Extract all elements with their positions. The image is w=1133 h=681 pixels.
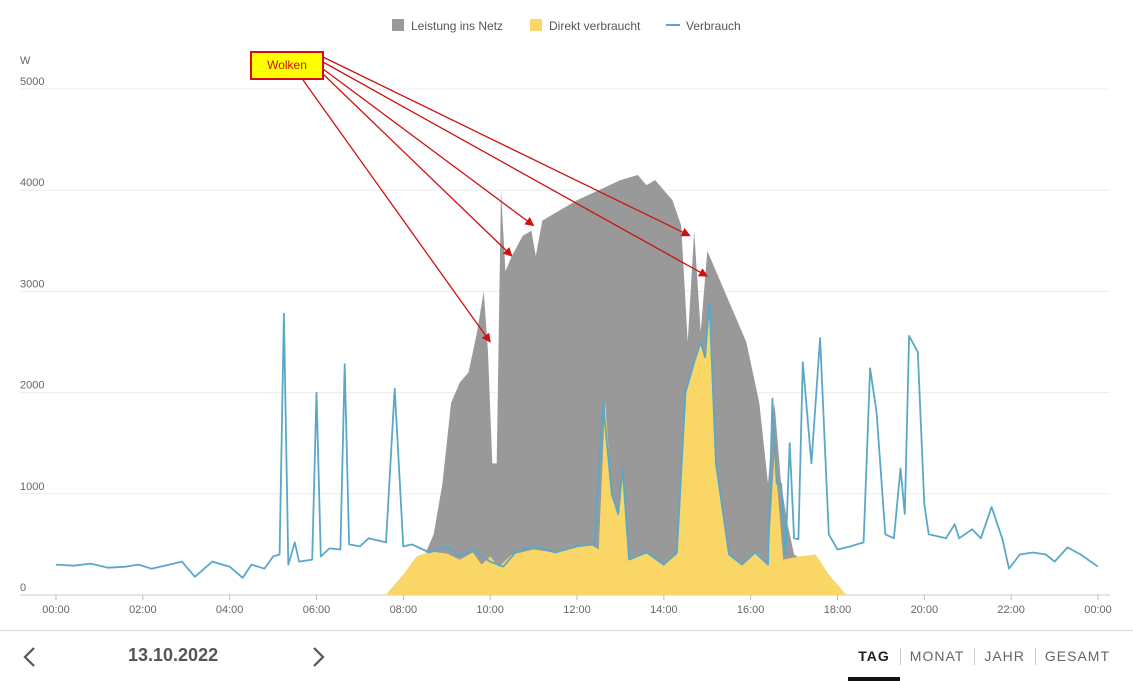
y-tick-label: 0 bbox=[20, 582, 26, 594]
x-tick-label: 16:00 bbox=[737, 604, 765, 616]
annotation-arrow bbox=[322, 68, 535, 227]
y-tick-label: 1000 bbox=[20, 481, 44, 493]
y-tick-label: 2000 bbox=[20, 380, 44, 392]
x-tick-label: 22:00 bbox=[997, 604, 1025, 616]
x-tick-label: 12:00 bbox=[563, 604, 591, 616]
legend-label: Direkt verbraucht bbox=[549, 19, 641, 33]
previous-day-button[interactable] bbox=[16, 643, 44, 671]
annotation-arrow bbox=[322, 56, 691, 237]
chevron-right-icon bbox=[313, 647, 325, 667]
period-tabs: TAG MONAT JAHR GESAMT bbox=[848, 631, 1120, 681]
annotation-arrow bbox=[302, 79, 491, 343]
next-day-button[interactable] bbox=[304, 643, 332, 671]
chevron-left-icon bbox=[23, 647, 35, 667]
series-lines bbox=[55, 300, 1099, 579]
annotation-arrow bbox=[322, 61, 709, 277]
legend-swatch bbox=[392, 19, 404, 31]
annotation-box bbox=[250, 51, 324, 80]
x-tick-label: 08:00 bbox=[390, 604, 418, 616]
tab-monat[interactable]: MONAT bbox=[899, 631, 975, 681]
annotation-arrows bbox=[302, 56, 709, 343]
tab-gesamt[interactable]: GESAMT bbox=[1034, 631, 1120, 681]
y-tick-label: 4000 bbox=[20, 177, 44, 189]
date-navigation-bar: 13.10.2022 TAG MONAT JAHR GESAMT bbox=[0, 630, 1133, 681]
series-areas bbox=[386, 175, 847, 595]
y-tick-label: 5000 bbox=[20, 76, 44, 88]
legend[interactable]: Leistung ins Netz Direkt verbraucht Verbra… bbox=[392, 19, 741, 33]
annotation-label: Wolken bbox=[267, 58, 307, 72]
annotation: Wolken bbox=[250, 51, 709, 343]
x-tick-label: 18:00 bbox=[824, 604, 852, 616]
x-tick-label: 02:00 bbox=[129, 604, 157, 616]
series-area-1 bbox=[386, 301, 847, 595]
series-line-2 bbox=[55, 300, 1099, 579]
legend-item-1[interactable]: Direkt verbraucht bbox=[530, 19, 641, 33]
x-tick-label: 06:00 bbox=[303, 604, 331, 616]
annotation-arrow bbox=[322, 73, 513, 257]
legend-item-2[interactable]: Verbrauch bbox=[666, 19, 741, 33]
x-tick-label: 14:00 bbox=[650, 604, 678, 616]
y-axis: W 0 1000 2000 3000 4000 5000 bbox=[20, 55, 44, 594]
x-tick-label: 04:00 bbox=[216, 604, 244, 616]
legend-item-0[interactable]: Leistung ins Netz bbox=[392, 19, 503, 33]
x-tick-label: 00:00 bbox=[1084, 604, 1112, 616]
x-tick-label: 10:00 bbox=[476, 604, 504, 616]
x-axis: 00:00 02:00 04:00 06:00 08:00 10:00 12:00 14:00… bbox=[42, 595, 1112, 616]
legend-swatch bbox=[530, 19, 542, 31]
legend-label: Verbrauch bbox=[686, 19, 741, 33]
series-area-0 bbox=[386, 175, 847, 595]
tab-jahr[interactable]: JAHR bbox=[974, 631, 1035, 681]
tab-tag[interactable]: TAG bbox=[848, 631, 900, 681]
y-tick-label: 3000 bbox=[20, 278, 44, 290]
current-date: 13.10.2022 bbox=[128, 645, 219, 665]
y-unit-label: W bbox=[20, 55, 31, 67]
x-tick-label: 20:00 bbox=[911, 604, 939, 616]
x-tick-label: 00:00 bbox=[42, 604, 70, 616]
legend-label: Leistung ins Netz bbox=[411, 19, 503, 33]
